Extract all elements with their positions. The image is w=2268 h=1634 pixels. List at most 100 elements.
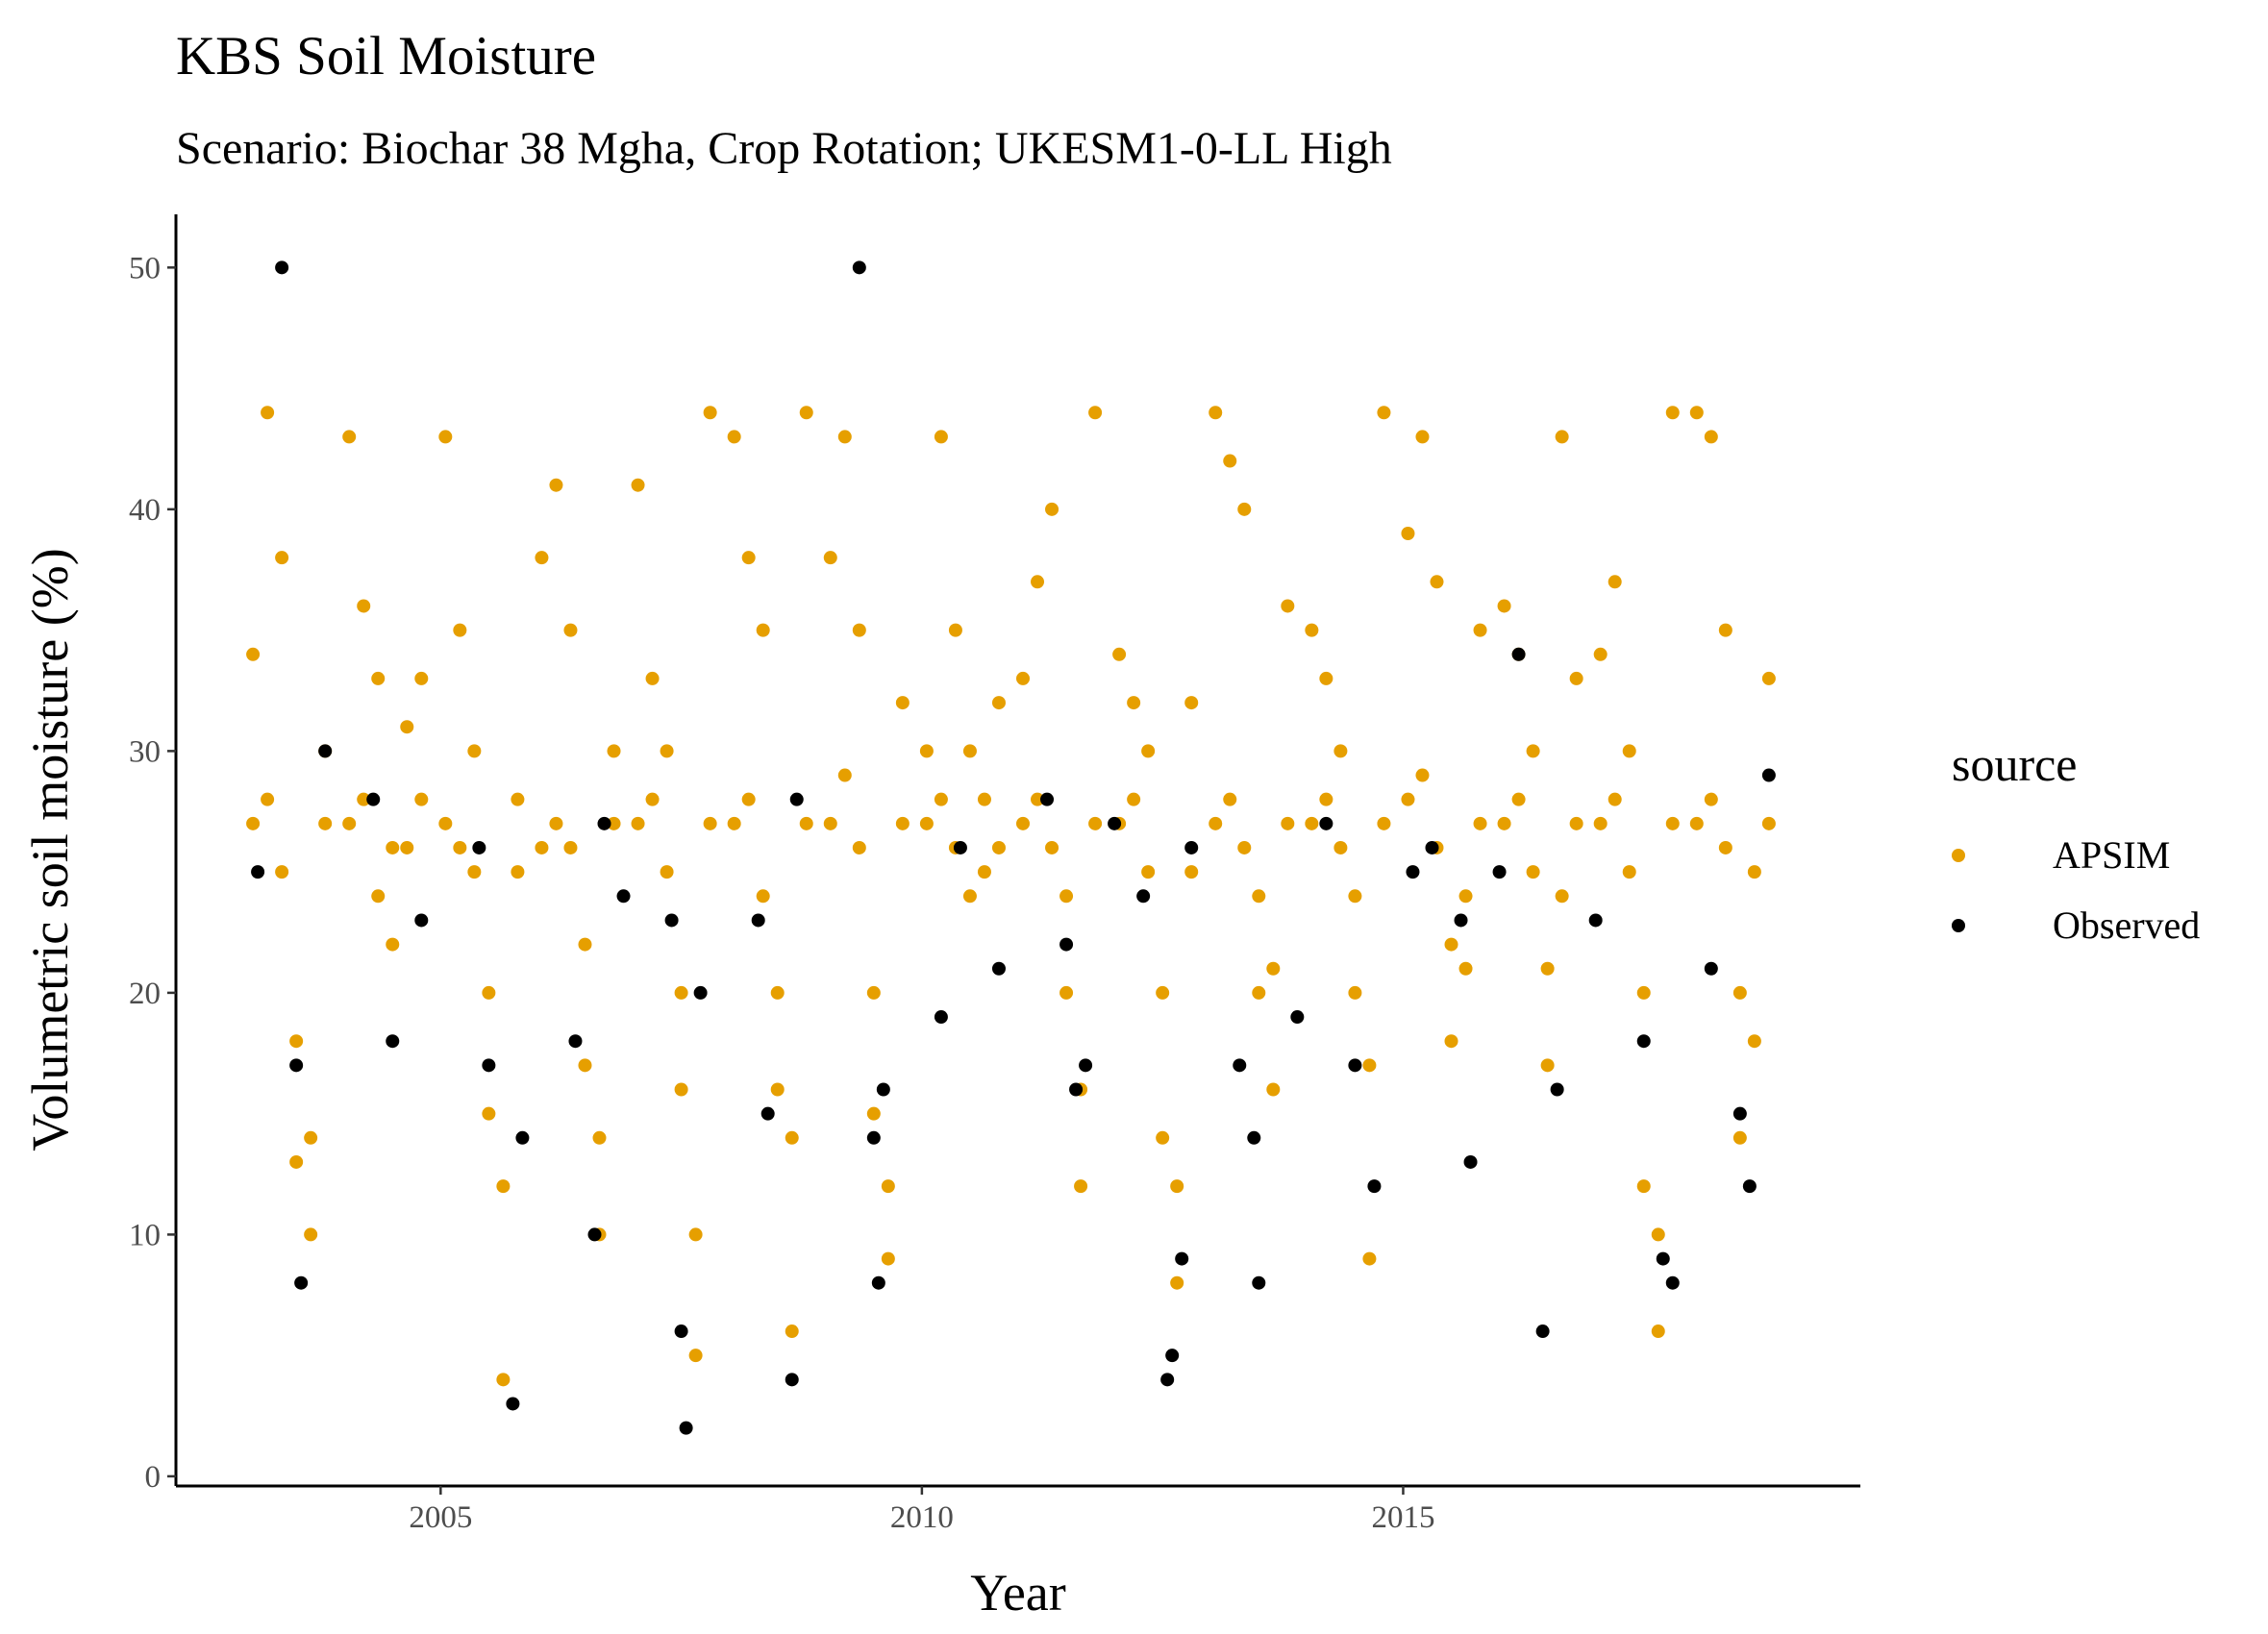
point [852, 840, 866, 854]
point [1492, 865, 1507, 879]
point [482, 1106, 496, 1121]
point [881, 1251, 895, 1266]
point [578, 1058, 592, 1073]
point [1362, 1251, 1377, 1266]
point [837, 430, 852, 444]
point [1463, 1154, 1478, 1169]
point [1305, 623, 1319, 637]
legend-label: Observed [2053, 904, 2200, 947]
point [400, 720, 414, 734]
point [1444, 937, 1458, 952]
point [1665, 1275, 1680, 1290]
point [289, 1034, 304, 1049]
point [1651, 1325, 1665, 1339]
point [357, 792, 371, 806]
point [1160, 1373, 1175, 1387]
point [511, 792, 525, 806]
point [535, 840, 549, 854]
point [1535, 1325, 1550, 1339]
point [823, 816, 837, 830]
point [1141, 744, 1156, 758]
point [1761, 768, 1776, 782]
point [785, 1130, 799, 1145]
point [472, 840, 486, 854]
y-tick-label: 50 [129, 251, 161, 285]
point [294, 1275, 309, 1290]
point [1406, 865, 1420, 879]
point [631, 816, 645, 830]
point [660, 744, 674, 758]
y-tick-label: 0 [145, 1460, 162, 1495]
point [1497, 599, 1511, 613]
point [289, 1058, 304, 1073]
point [1689, 406, 1704, 420]
legend-label: APSIM [2053, 833, 2170, 877]
point [261, 406, 275, 420]
point [1281, 599, 1295, 613]
point [275, 865, 289, 879]
point [1016, 671, 1031, 685]
point [1252, 1275, 1266, 1290]
point [1175, 1251, 1189, 1266]
point [371, 889, 386, 904]
point [785, 1325, 799, 1339]
point [563, 840, 578, 854]
point [1281, 816, 1295, 830]
point [1319, 816, 1333, 830]
point [587, 1227, 602, 1242]
point [934, 1010, 948, 1025]
point [1454, 913, 1468, 928]
point [607, 744, 621, 758]
point [1209, 406, 1223, 420]
point [1040, 792, 1055, 806]
point [1593, 816, 1608, 830]
point [934, 430, 948, 444]
point [1059, 985, 1074, 1000]
point [962, 744, 977, 758]
point [1141, 865, 1156, 879]
point [318, 816, 333, 830]
point [1305, 816, 1319, 830]
point [1555, 889, 1569, 904]
point [895, 696, 910, 710]
point [1266, 961, 1281, 976]
point [342, 430, 357, 444]
point [1718, 623, 1732, 637]
y-tick-label: 40 [129, 493, 161, 528]
point [549, 816, 563, 830]
point [1636, 1179, 1651, 1194]
point [1184, 696, 1199, 710]
point [1415, 768, 1430, 782]
point [962, 889, 977, 904]
point [1165, 1349, 1180, 1363]
point [1622, 744, 1636, 758]
point [645, 792, 660, 806]
point [741, 792, 756, 806]
point [1209, 816, 1223, 830]
point [607, 816, 621, 830]
point [1458, 961, 1473, 976]
point [506, 1397, 520, 1411]
point [246, 816, 261, 830]
point [1636, 1034, 1651, 1049]
point [645, 671, 660, 685]
point [1377, 406, 1391, 420]
point [1569, 816, 1583, 830]
point [1108, 816, 1122, 830]
legend-title: source [1952, 737, 2078, 791]
point [1348, 889, 1362, 904]
point [563, 623, 578, 637]
legend-marker [1952, 919, 1965, 932]
point [1550, 1082, 1564, 1097]
point [785, 1373, 799, 1387]
point [275, 260, 289, 275]
point [1732, 985, 1747, 1000]
chart-subtitle: Scenario: Biochar 38 Mgha, Crop Rotation… [176, 123, 1392, 174]
point [592, 1130, 607, 1145]
point [837, 768, 852, 782]
point [727, 430, 741, 444]
point [1127, 696, 1141, 710]
point [919, 816, 934, 830]
point [1156, 1130, 1170, 1145]
point [1526, 744, 1540, 758]
